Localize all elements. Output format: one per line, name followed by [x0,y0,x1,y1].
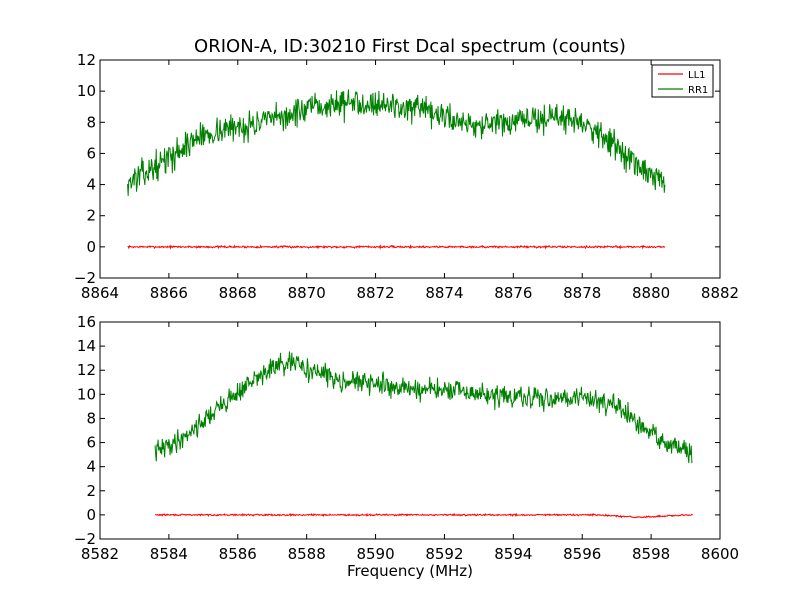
x-tick-label: 8868 [219,284,257,302]
y-tick-label: 0 [86,238,96,256]
x-axis-label: Frequency (MHz) [347,562,473,580]
legend-rr1-label: RR1 [688,85,708,96]
series-ll1-line [155,512,693,519]
x-tick-label: 8582 [81,545,119,563]
y-tick-label: 16 [77,313,96,331]
x-tick-label: 8600 [701,545,739,563]
bottom-subplot: 8582 8584 8586 8588 8590 8592 8594 8596 8598 8600… [74,313,739,563]
y-tick-label: −2 [74,530,96,548]
x-tick-label: 8586 [219,545,257,563]
legend-box [651,64,714,98]
y-tick-label: 10 [77,385,96,403]
series-ll1-line [127,243,666,250]
legend: LL1 RR1 [651,64,714,98]
series-rr1-line [154,351,693,464]
chart-title: ORION-A, ID:30210 First Dcal spectrum (c… [194,36,626,57]
top-subplot: 8864 8866 8868 8870 8872 8874 8876 8878 8880 8882… [74,51,739,302]
y-tick-label: 4 [86,458,96,476]
y-tick-label: 10 [77,82,96,100]
y-tick-label: −2 [74,269,96,287]
y-tick-label: 6 [86,434,96,452]
y-tick-label: 2 [86,482,96,500]
axes-frame [99,321,721,540]
y-tick-label: 6 [86,144,96,162]
x-tick-label: 8878 [563,284,601,302]
legend-ll1-label: LL1 [688,70,706,81]
x-tick-label: 8592 [425,545,463,563]
series-rr1-line [127,89,666,196]
x-tick-label: 8590 [356,545,394,563]
x-tick-label: 8870 [288,284,326,302]
x-tick-label: 8588 [288,545,326,563]
y-tick-label: 14 [77,337,96,355]
x-tick-label: 8596 [563,545,601,563]
x-tick-label: 8882 [701,284,739,302]
y-tick-label: 12 [77,51,96,69]
x-tick-label: 8874 [425,284,463,302]
x-tick-label: 8864 [81,284,119,302]
x-tick-label: 8584 [150,545,188,563]
y-tick-label: 2 [86,207,96,225]
y-tick-label: 8 [86,409,96,427]
x-tick-label: 8598 [632,545,670,563]
axes-frame [99,59,721,279]
x-tick-label: 8880 [632,284,670,302]
y-tick-label: 8 [86,113,96,131]
y-tick-label: 0 [86,506,96,524]
x-tick-label: 8876 [494,284,532,302]
x-tick-label: 8866 [150,284,188,302]
y-tick-label: 12 [77,361,96,379]
x-tick-label: 8594 [494,545,532,563]
x-tick-label: 8872 [356,284,394,302]
y-tick-label: 4 [86,176,96,194]
